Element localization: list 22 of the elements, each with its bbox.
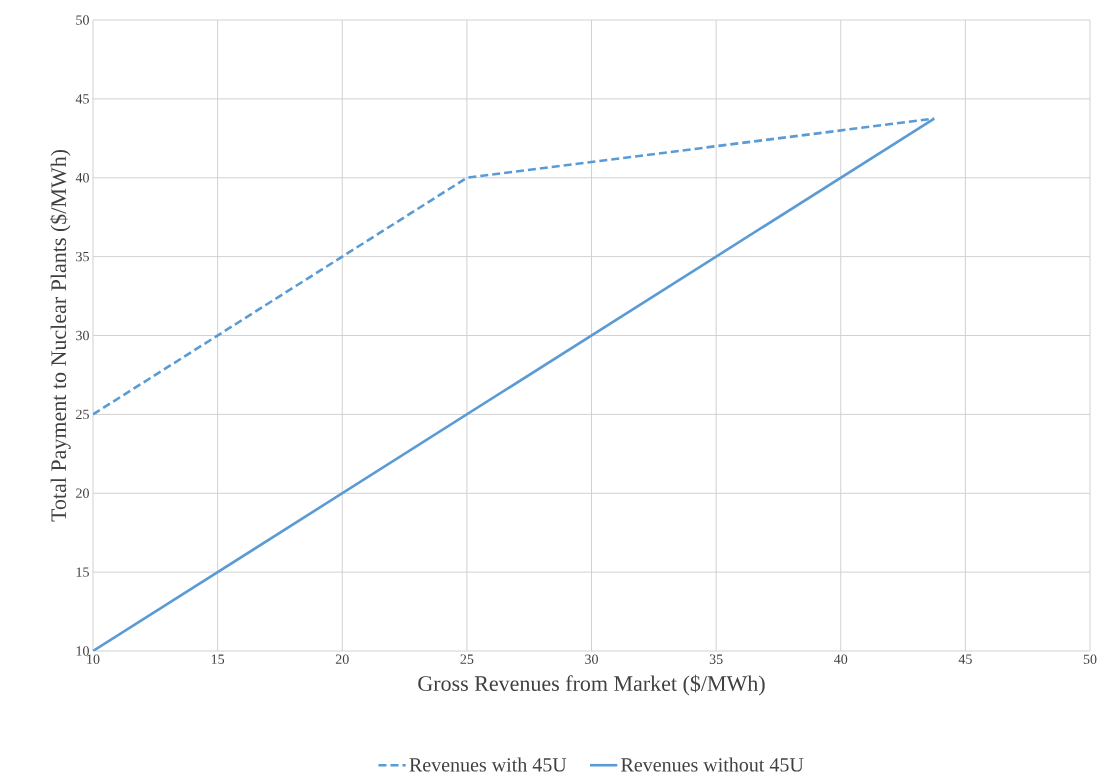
legend-label: Revenues with 45U: [409, 757, 567, 772]
y-tick-label: 20: [76, 488, 89, 498]
x-tick-label: 30: [585, 654, 598, 664]
x-axis-title: Gross Revenues from Market ($/MWh): [418, 674, 765, 696]
x-tick-label: 40: [834, 654, 848, 664]
y-tick-label: 30: [76, 330, 89, 341]
x-tick-label: 45: [958, 654, 972, 664]
x-tick-label: 25: [460, 654, 474, 664]
y-axis-title: Total Payment to Nuclear Plants ($/MWh): [49, 149, 71, 522]
y-tick-label: 40: [75, 173, 89, 183]
y-tick-label: 50: [76, 15, 89, 25]
y-tick-label: 15: [76, 567, 89, 577]
x-tick-label: 50: [1083, 654, 1097, 664]
y-tick-label: 35: [76, 251, 89, 262]
y-tick-label: 10: [76, 646, 89, 656]
y-tick-label: 25: [76, 409, 89, 420]
x-tick-label: 15: [211, 654, 225, 664]
x-tick-label: 20: [335, 654, 349, 664]
y-tick-label: 45: [75, 94, 89, 104]
x-tick-label: 35: [709, 654, 723, 664]
legend-label: Revenues without 45U: [621, 757, 804, 772]
x-tick-label: 10: [87, 654, 100, 664]
